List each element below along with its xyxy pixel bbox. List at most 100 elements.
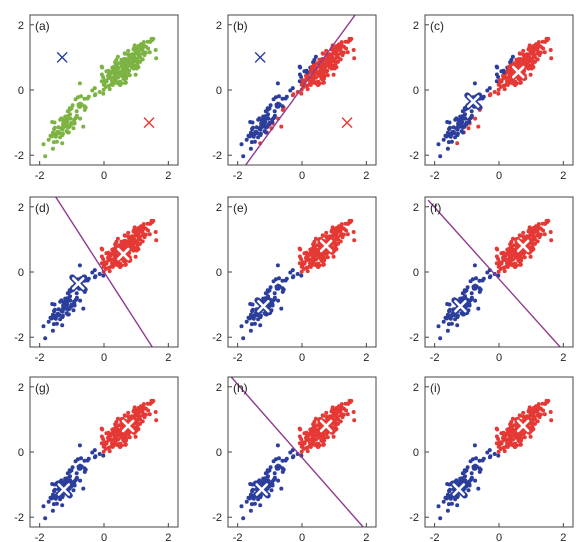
data-point	[505, 444, 510, 449]
data-point	[527, 407, 532, 412]
data-point	[338, 419, 343, 424]
y-tick-label: 0	[216, 447, 222, 459]
data-point	[150, 220, 154, 225]
data-point	[92, 268, 97, 273]
data-point	[93, 454, 98, 459]
data-point	[123, 442, 128, 447]
data-point	[279, 124, 284, 129]
data-point	[447, 131, 452, 136]
data-point	[46, 499, 51, 504]
data-point	[279, 486, 284, 491]
data-point	[501, 250, 506, 255]
data-point	[312, 255, 317, 260]
data-point	[534, 42, 538, 47]
data-point	[517, 57, 522, 61]
data-point	[272, 471, 277, 476]
data-point	[92, 448, 97, 453]
y-tick-label: -2	[212, 150, 222, 162]
x-tick-label: -2	[430, 532, 440, 542]
data-points	[41, 36, 159, 159]
data-point	[132, 45, 137, 50]
data-point	[134, 410, 139, 415]
data-point	[252, 321, 257, 326]
data-point	[324, 230, 329, 235]
data-point	[448, 125, 452, 130]
data-point	[102, 260, 107, 265]
centroid-blue	[54, 480, 73, 499]
x-tick-label: 0	[496, 170, 502, 182]
data-point	[147, 50, 152, 55]
decision-boundary	[427, 199, 561, 347]
data-point	[275, 81, 280, 86]
data-point	[122, 239, 127, 243]
data-point	[140, 47, 145, 52]
data-point	[518, 413, 522, 418]
data-point	[120, 69, 125, 74]
data-point	[469, 297, 474, 301]
data-point	[481, 276, 486, 281]
data-point	[455, 503, 460, 508]
data-point	[338, 239, 343, 244]
data-point	[257, 126, 262, 131]
data-point	[487, 448, 492, 453]
data-point	[321, 51, 325, 56]
data-point	[472, 81, 477, 86]
y-tick-label: -2	[212, 332, 222, 344]
data-point	[330, 227, 335, 232]
data-point	[329, 66, 334, 71]
data-point	[93, 92, 98, 97]
data-point	[501, 438, 506, 443]
data-point	[313, 443, 318, 448]
data-point	[449, 321, 454, 326]
data-point	[496, 91, 501, 96]
data-point	[352, 418, 357, 423]
data-point	[438, 516, 443, 521]
y-tick-label: 0	[18, 267, 24, 279]
data-point	[338, 57, 343, 62]
y-tick-label: 2	[216, 20, 222, 32]
data-point	[494, 434, 499, 439]
data-point	[135, 413, 140, 418]
x-tick-label: 2	[560, 532, 566, 542]
data-point	[115, 67, 120, 72]
panel-label: (i)	[430, 381, 441, 395]
data-point	[251, 307, 255, 312]
data-point	[321, 80, 326, 85]
data-point	[535, 409, 540, 414]
data-point	[115, 429, 120, 434]
data-point	[300, 260, 305, 265]
data-point	[280, 466, 285, 471]
data-point	[100, 247, 105, 252]
data-point	[115, 416, 120, 421]
data-point	[535, 57, 540, 62]
data-point	[265, 106, 270, 111]
data-point	[68, 116, 72, 121]
data-point	[134, 48, 139, 53]
data-point	[41, 504, 46, 509]
data-point	[71, 488, 76, 493]
panel-label: (h)	[233, 381, 248, 395]
data-point	[465, 465, 470, 470]
data-point	[344, 228, 349, 233]
data-point	[518, 80, 523, 85]
data-point	[488, 274, 493, 279]
y-tick-label: -2	[409, 512, 419, 524]
plot-area	[41, 398, 159, 521]
data-point	[352, 238, 357, 243]
data-point	[447, 313, 452, 318]
data-point	[462, 288, 467, 293]
data-point	[485, 270, 490, 275]
data-point	[523, 57, 528, 61]
data-point	[291, 92, 296, 97]
data-point	[150, 38, 154, 43]
data-point	[351, 410, 356, 414]
data-point	[265, 468, 270, 473]
data-point	[77, 443, 82, 448]
x-tick-label: 0	[299, 532, 305, 542]
data-point	[146, 46, 151, 51]
data-point	[466, 126, 471, 131]
data-point	[125, 68, 130, 73]
data-point	[348, 400, 352, 405]
data-point	[60, 141, 65, 146]
